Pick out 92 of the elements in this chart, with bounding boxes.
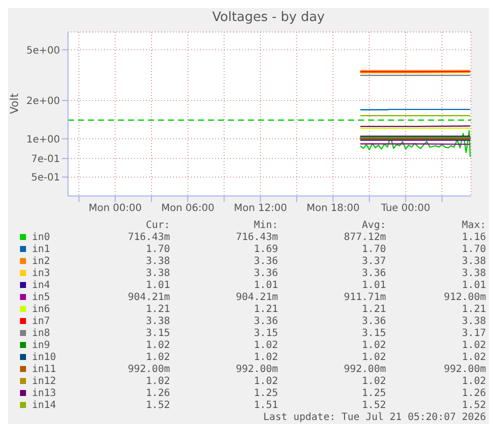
text: 1.52 [144,400,170,412]
legend-label: in7 [31,316,52,328]
legend-label: in3 [31,268,52,280]
legend-label: in10 [31,352,58,364]
x-tick-label: Mon 12:00 [234,203,287,214]
text: 992.00m [234,364,278,376]
text: 1.21 [360,304,386,316]
text: 1.25 [252,388,278,400]
text: 1.21 [460,304,486,316]
text: 3.38 [460,268,486,280]
text: 992.00m [342,364,386,376]
text: 716.43m [126,232,170,244]
text: 3.15 [360,328,386,340]
text: 3.36 [252,268,278,280]
legend-label: in13 [31,388,58,400]
text: Min: [252,220,278,232]
text: 1.01 [460,280,486,292]
legend-label: in2 [31,256,52,268]
text: 1.01 [252,280,278,292]
text: 1.02 [460,376,486,388]
text: 3.15 [144,328,170,340]
text: 992.00m [442,364,486,376]
text: Last update: Tue Jul 21 05:20:07 2026 [262,412,486,424]
y-axis-title: Volt [8,92,21,114]
legend-label: in0 [31,232,52,244]
text: 1.52 [360,400,386,412]
legend-label: in14 [31,400,58,412]
y-tick-label: 5e-01 [31,172,60,184]
text: Max: [460,220,486,232]
legend-label: in1 [31,244,52,256]
text: 1.02 [252,340,278,352]
text: 1.26 [144,388,170,400]
text: 3.17 [460,328,486,340]
text: 904.21m [234,292,278,304]
text: 1.16 [460,232,486,244]
text: 3.38 [144,256,170,268]
text: Avg: [360,220,386,232]
legend-label: in9 [31,340,52,352]
x-tick-label: Tue 00:00 [380,203,430,214]
text: 1.69 [252,244,278,256]
text: 3.36 [360,316,386,328]
text: 1.01 [360,280,386,292]
y-tick-label: 7e-01 [31,154,60,166]
legend-label: in12 [31,376,58,388]
text: 1.02 [460,352,486,364]
text: 3.38 [460,256,486,268]
text: 1.02 [144,352,170,364]
text: 1.26 [460,388,486,400]
y-tick-label: 1e+00 [26,134,60,146]
legend-label: in6 [31,304,52,316]
text: 1.21 [144,304,170,316]
text: 3.36 [360,268,386,280]
x-tick-label: Mon 06:00 [161,203,214,214]
chart-title: Voltages - by day [211,9,326,27]
text: 1.70 [460,244,486,256]
text: 716.43m [234,232,278,244]
y-tick-label: 5e+00 [26,45,60,56]
text: 3.38 [144,316,170,328]
text: 992.00m [126,364,170,376]
text: 3.38 [460,316,486,328]
text: 877.12m [342,232,386,244]
text: 1.52 [460,400,486,412]
text: 1.02 [360,352,386,364]
text: Cur: [144,220,170,232]
text: 1.02 [460,340,486,352]
legend-label: in4 [31,280,52,292]
text: 1.02 [360,376,386,388]
legend-label: in11 [31,364,58,376]
text: 1.70 [144,244,170,256]
legend-label: in8 [31,328,52,340]
text: 3.36 [252,316,278,328]
text: 1.02 [360,340,386,352]
text: 1.70 [360,244,386,256]
text: 1.51 [252,400,278,412]
legend-label: in5 [31,292,52,304]
text: 1.25 [360,388,386,400]
text: 904.21m [126,292,170,304]
text: 3.36 [252,256,278,268]
x-tick-label: Mon 18:00 [306,203,360,214]
text: 911.71m [342,292,386,304]
text: 3.37 [360,256,386,268]
text: 912.00m [442,292,486,304]
text: 3.15 [252,328,278,340]
x-tick-label: Mon 00:00 [88,203,142,214]
text: 1.01 [144,280,170,292]
text: 1.02 [144,376,170,388]
text: 1.02 [252,352,278,364]
text: 1.02 [252,376,278,388]
y-tick-label: 2e+00 [26,96,60,107]
text: 3.38 [144,268,170,280]
text: 1.21 [252,304,278,316]
text: 1.02 [144,340,170,352]
